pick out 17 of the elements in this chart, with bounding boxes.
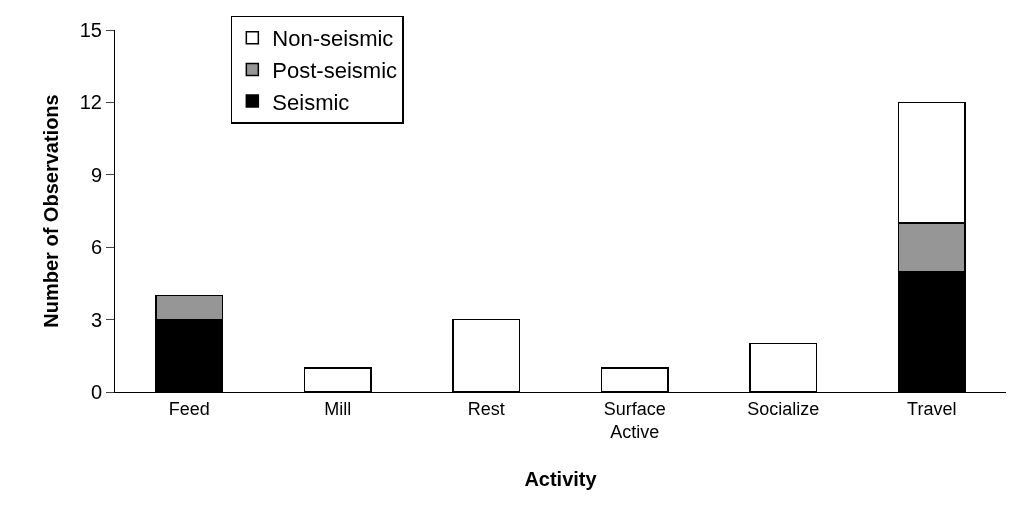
y-tick-label: 12 [79, 91, 102, 114]
x-axis-title: Activity [524, 467, 598, 490]
legend-label: Post-seismic [272, 58, 398, 83]
y-tick-label: 15 [79, 19, 102, 41]
x-tick-label: Mill [324, 398, 352, 419]
x-tick-label: Feed [168, 398, 210, 419]
legend-label: Seismic [272, 89, 350, 115]
y-tick-label: 0 [90, 381, 102, 403]
x-tick-label: Socialize [747, 398, 820, 419]
y-tick-label: 9 [90, 163, 102, 186]
legend-label: Non-seismic [272, 26, 394, 52]
y-tick-label: 3 [90, 308, 102, 331]
y-axis-title: Number of Observations [40, 94, 63, 328]
x-tick-label: Surface Active [603, 398, 666, 442]
x-tick-label: Travel [907, 398, 957, 419]
y-tick-label: 6 [90, 236, 102, 259]
x-tick-label: Rest [467, 398, 505, 419]
